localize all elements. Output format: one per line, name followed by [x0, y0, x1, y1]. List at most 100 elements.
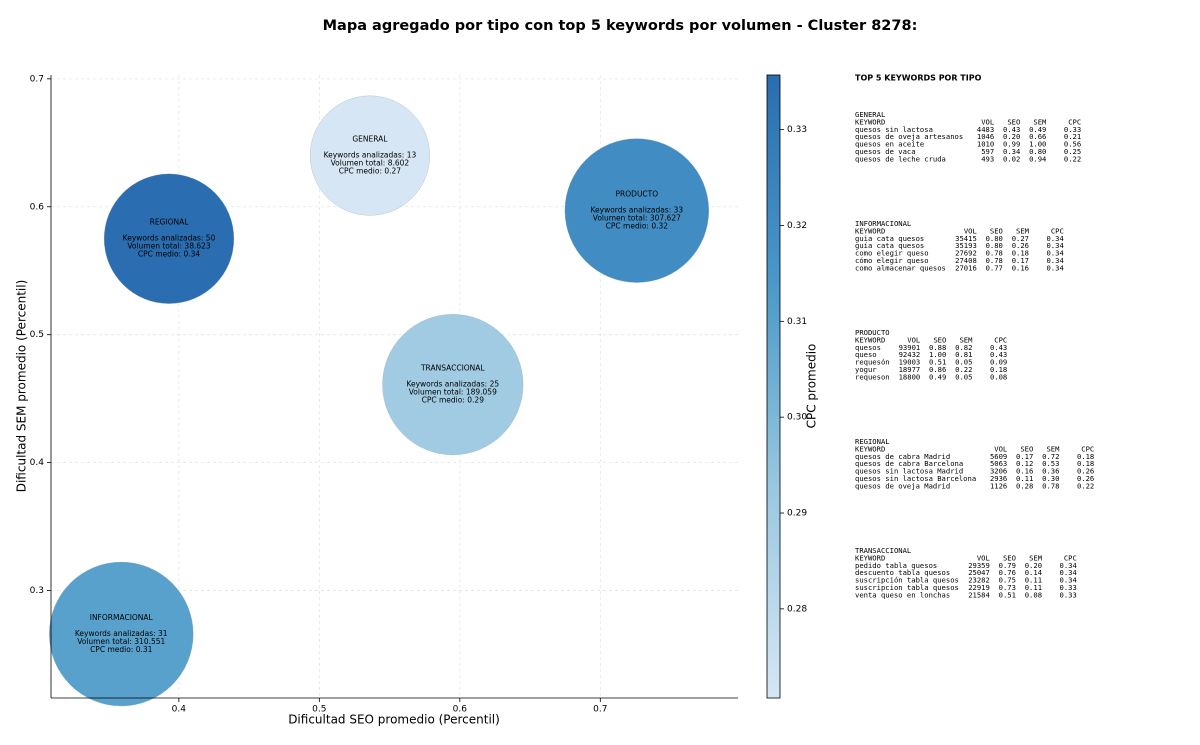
- table-cell: 0.43: [1003, 125, 1020, 134]
- table-cell: 1.00: [929, 350, 946, 359]
- table-cell: 0.02: [1003, 154, 1020, 163]
- table-header: CPC: [1051, 226, 1064, 235]
- table-cell: 0.30: [1042, 474, 1059, 483]
- table-header: SEM: [1046, 444, 1060, 453]
- table-cell: 0.26: [1012, 241, 1029, 250]
- table-cell: 0.73: [999, 583, 1016, 592]
- colorbar-label: CPC promedio: [805, 344, 819, 429]
- table-cell: requesón: [855, 358, 890, 367]
- y-tick-label: 0.4: [30, 458, 45, 468]
- table-cell: 0.51: [999, 590, 1016, 599]
- colorbar-tick-label: 0.33: [787, 125, 807, 135]
- table-cell: queso: [855, 350, 877, 359]
- table-header: SEM: [1029, 553, 1043, 562]
- table-cell: 0.33: [1060, 583, 1077, 592]
- table-cell: 0.20: [1003, 132, 1020, 141]
- table-cell: 0.27: [1012, 234, 1029, 243]
- x-tick-label: 0.5: [312, 705, 326, 715]
- table-cell: 0.88: [929, 343, 946, 352]
- table-cell: 0.16: [1016, 467, 1033, 476]
- table-cell: 0.86: [929, 365, 946, 374]
- table-cell: venta queso en lonchas: [855, 590, 950, 599]
- table-cell: 0.11: [1025, 576, 1042, 585]
- bubble-label: CPC medio: 0.27: [339, 167, 402, 176]
- table-header: KEYWORD: [855, 553, 885, 562]
- table-cell: 0.25: [1064, 147, 1081, 156]
- y-axis-label: Dificultad SEM promedio (Percentil): [15, 280, 29, 493]
- table-cell: 0.66: [1029, 132, 1046, 141]
- table-cell: guia cata quesos: [855, 234, 924, 243]
- table-cell: 0.18: [1077, 452, 1094, 461]
- table-cell: 0.14: [1025, 568, 1042, 577]
- table-cell: quesos de oveja artesanos: [855, 132, 963, 141]
- table-cell: 0.80: [986, 234, 1003, 243]
- table-cell: 0.34: [1060, 561, 1077, 570]
- table-cell: 93901: [899, 343, 921, 352]
- table-header: VOL: [981, 117, 994, 126]
- table-cell: 0.11: [1016, 474, 1033, 483]
- table-header: KEYWORD: [855, 226, 885, 235]
- table-header: SEO: [933, 335, 946, 344]
- table-cell: 5063: [990, 459, 1007, 468]
- table-cell: 0.77: [986, 263, 1003, 272]
- table-cell: 0.78: [986, 256, 1003, 265]
- table-cell: 27016: [955, 263, 977, 272]
- table-cell: 0.18: [990, 365, 1007, 374]
- group-name: GENERAL: [855, 110, 885, 119]
- bubble-label: Volumen total: 8.602: [331, 159, 410, 168]
- table-cell: 0.26: [1077, 474, 1094, 483]
- table-cell: 25047: [968, 568, 990, 577]
- table-header: CPC: [1081, 444, 1094, 453]
- table-cell: 1010: [977, 140, 994, 149]
- bubble-label: CPC medio: 0.29: [422, 396, 485, 405]
- table-cell: 0.34: [1060, 568, 1077, 577]
- bubble-label: Volumen total: 189.059: [409, 388, 497, 397]
- table-cell: 1046: [977, 132, 994, 141]
- table-cell: quesos de cabra Barcelona: [855, 459, 963, 468]
- table-cell: 29359: [968, 561, 990, 570]
- table-cell: 0.72: [1042, 452, 1059, 461]
- bubble-label: CPC medio: 0.34: [138, 250, 201, 259]
- table-cell: quesos de leche cruda: [855, 154, 946, 163]
- x-tick-label: 0.6: [453, 705, 468, 715]
- bubble-label: Keywords analizadas: 50: [123, 234, 216, 243]
- table-cell: suscripcion tabla quesos: [855, 583, 959, 592]
- bubble-label: Volumen total: 38.623: [127, 242, 211, 251]
- table-cell: 0.21: [1064, 132, 1081, 141]
- bubble-name: TRANSACCIONAL: [420, 364, 485, 373]
- table-cell: 0.36: [1042, 467, 1059, 476]
- table-cell: 0.34: [1060, 576, 1077, 585]
- x-tick-label: 0.7: [593, 705, 607, 715]
- table-cell: 19003: [899, 358, 921, 367]
- table-cell: 0.12: [1016, 459, 1033, 468]
- table-header: SEO: [1003, 553, 1016, 562]
- table-cell: 0.34: [1046, 263, 1063, 272]
- table-cell: 0.08: [990, 372, 1007, 381]
- table-cell: quesos: [855, 343, 881, 352]
- table-cell: 0.75: [999, 576, 1016, 585]
- bubble: [309, 95, 430, 216]
- table-cell: 35415: [955, 234, 977, 243]
- table-cell: 0.33: [1060, 590, 1077, 599]
- table-cell: 0.22: [1064, 154, 1081, 163]
- bubble-label: Keywords analizadas: 13: [324, 151, 417, 160]
- table-header: SEO: [1007, 117, 1020, 126]
- table-cell: 2936: [990, 474, 1007, 483]
- table-header: SEO: [1020, 444, 1033, 453]
- table-cell: 1.00: [1029, 140, 1046, 149]
- table-cell: 0.56: [1064, 140, 1081, 149]
- bubble-label: CPC medio: 0.32: [606, 222, 669, 231]
- table-cell: 0.34: [1003, 147, 1020, 156]
- table-cell: pedido tabla quesos: [855, 561, 937, 570]
- table-cell: quesos de cabra Madrid: [855, 452, 950, 461]
- table-cell: 23282: [968, 576, 990, 585]
- table-cell: 0.17: [1016, 452, 1033, 461]
- table-cell: 0.26: [1077, 467, 1094, 476]
- colorbar-tick-label: 0.32: [787, 221, 807, 231]
- table-header: CPC: [994, 335, 1007, 344]
- bubble-name: INFORMACIONAL: [90, 613, 154, 622]
- chart-title: Mapa agregado por tipo con top 5 keyword…: [323, 18, 918, 34]
- table-cell: 0.11: [1025, 583, 1042, 592]
- table-cell: 0.49: [929, 372, 946, 381]
- table-cell: 92432: [899, 350, 921, 359]
